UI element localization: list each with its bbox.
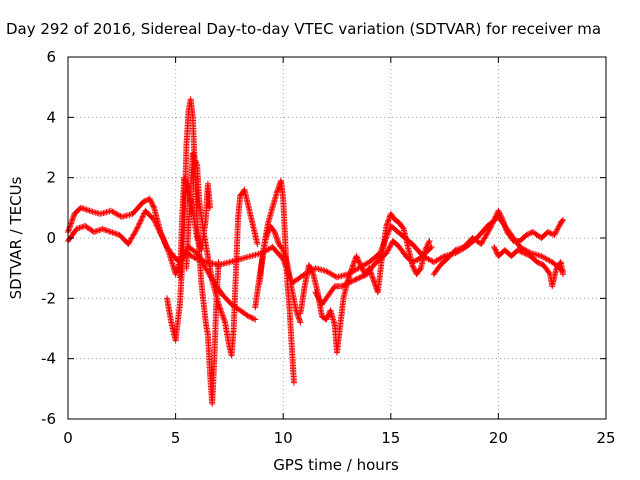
y-tick-label: -6 bbox=[41, 410, 56, 428]
y-tick-label: 6 bbox=[46, 48, 56, 66]
scatter-points bbox=[65, 96, 566, 407]
y-tick-label: 0 bbox=[46, 229, 56, 247]
x-tick-label: 20 bbox=[489, 429, 508, 447]
x-tick-label: 15 bbox=[381, 429, 400, 447]
y-axis-title: SDTVAR / TECUs bbox=[7, 176, 25, 299]
x-axis: 0 5 10 15 20 25 bbox=[63, 57, 616, 447]
x-tick-label: 0 bbox=[63, 429, 73, 447]
y-tick-label: -2 bbox=[41, 289, 56, 307]
x-tick-label: 5 bbox=[171, 429, 181, 447]
x-tick-label: 10 bbox=[274, 429, 293, 447]
y-axis: -6 -4 -2 0 2 4 6 bbox=[41, 48, 606, 428]
y-tick-label: 2 bbox=[46, 169, 56, 187]
data-points bbox=[65, 96, 566, 407]
y-tick-label: -4 bbox=[41, 350, 56, 368]
x-tick-label: 25 bbox=[596, 429, 615, 447]
x-axis-title: GPS time / hours bbox=[273, 456, 399, 474]
y-tick-label: 4 bbox=[46, 108, 56, 126]
chart-title: Day 292 of 2016, Sidereal Day-to-day VTE… bbox=[6, 20, 601, 38]
